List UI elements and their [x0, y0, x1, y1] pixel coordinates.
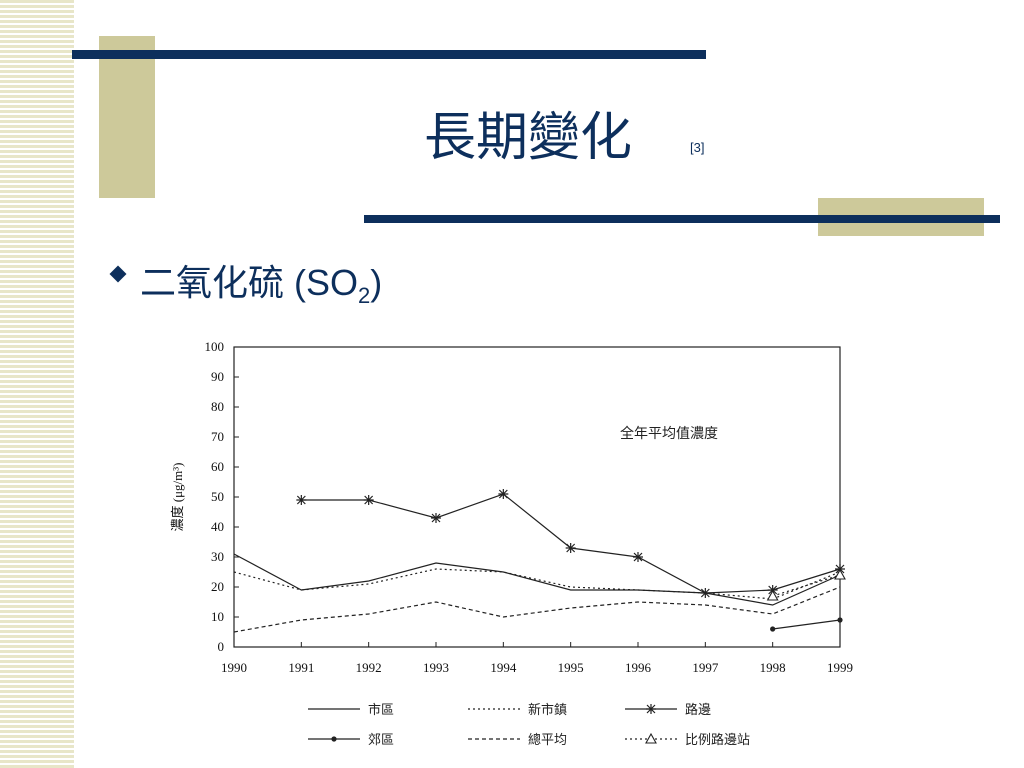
- line-chart: 0 10 20 30 40 50 60 70 80 90 100 1990 1991 1992 1993 19…: [170, 339, 853, 747]
- y-tick-label: 50: [211, 489, 224, 504]
- series-point-2: [633, 552, 643, 562]
- y-tick-label: 30: [211, 549, 224, 564]
- x-tick-label: 1991: [288, 660, 314, 675]
- series-point-5: [766, 589, 779, 601]
- x-tick-label: 1993: [423, 660, 449, 675]
- bullet-diamond-icon: [109, 265, 127, 283]
- y-tick-label: 80: [211, 399, 224, 414]
- series-point-2: [565, 543, 576, 553]
- series-point-2: [363, 495, 374, 505]
- series-point-3: [770, 626, 776, 632]
- legend-marker-5: [645, 732, 657, 744]
- bullet-text-main: 二氧化硫 (SO: [140, 262, 359, 303]
- legend-label-5: 比例路邊站: [685, 732, 750, 747]
- y-tick-label: 100: [205, 339, 225, 354]
- legend-label-0: 市區: [368, 702, 394, 717]
- series-point-2: [296, 495, 307, 505]
- x-tick-label: 1996: [625, 660, 652, 675]
- plot-frame: [233, 346, 841, 648]
- decorative-navy-bar-bottom: [364, 215, 1000, 223]
- bullet-text: 二氧化硫 (SO2): [140, 254, 382, 309]
- y-tick-label: 10: [211, 609, 224, 624]
- chart-annotation: 全年平均值濃度: [620, 425, 718, 441]
- y-axis-label: 濃度 (μg/m³): [170, 463, 185, 532]
- x-tick-label: 1992: [356, 660, 382, 675]
- slide-title: 長期變化: [424, 108, 633, 168]
- series-point-3: [837, 617, 843, 623]
- legend-label-1: 新市鎮: [528, 702, 567, 717]
- y-tick-label: 60: [211, 459, 224, 474]
- series-point-2: [431, 513, 441, 523]
- x-tick-label: 1999: [827, 660, 853, 675]
- series-line-3: [772, 619, 841, 630]
- bullet-text-subscript: 2: [358, 283, 371, 309]
- decorative-stripes: [0, 0, 74, 768]
- y-tick-label: 0: [218, 639, 225, 654]
- y-tick-label: 20: [211, 579, 224, 594]
- x-tick-label: 1995: [558, 660, 584, 675]
- series-point-5: [834, 568, 846, 580]
- title-reference: [3]: [690, 140, 705, 155]
- legend-label-2: 路邊: [685, 702, 711, 717]
- legend-label-3: 郊區: [368, 732, 394, 747]
- decorative-tan-block-top: [99, 36, 155, 198]
- x-tick-label: 1997: [692, 660, 719, 675]
- y-tick-label: 90: [211, 369, 224, 384]
- x-tick-label: 1990: [221, 660, 247, 675]
- legend-marker-2: [646, 704, 656, 714]
- decorative-navy-bar-top: [72, 50, 706, 59]
- bullet-text-end: ): [370, 262, 383, 303]
- legend-label-4: 總平均: [528, 732, 567, 747]
- series-line-4: [233, 586, 841, 633]
- series-line-1: [233, 568, 841, 600]
- series-point-2: [700, 588, 711, 598]
- series-line-5: [772, 574, 841, 597]
- series-point-2: [498, 489, 509, 499]
- x-tick-label: 1994: [490, 660, 517, 675]
- legend-marker-3: [331, 736, 337, 742]
- y-tick-label: 70: [211, 429, 224, 444]
- series-line-0: [233, 553, 841, 606]
- y-tick-label: 40: [211, 519, 224, 534]
- x-tick-label: 1998: [760, 660, 786, 675]
